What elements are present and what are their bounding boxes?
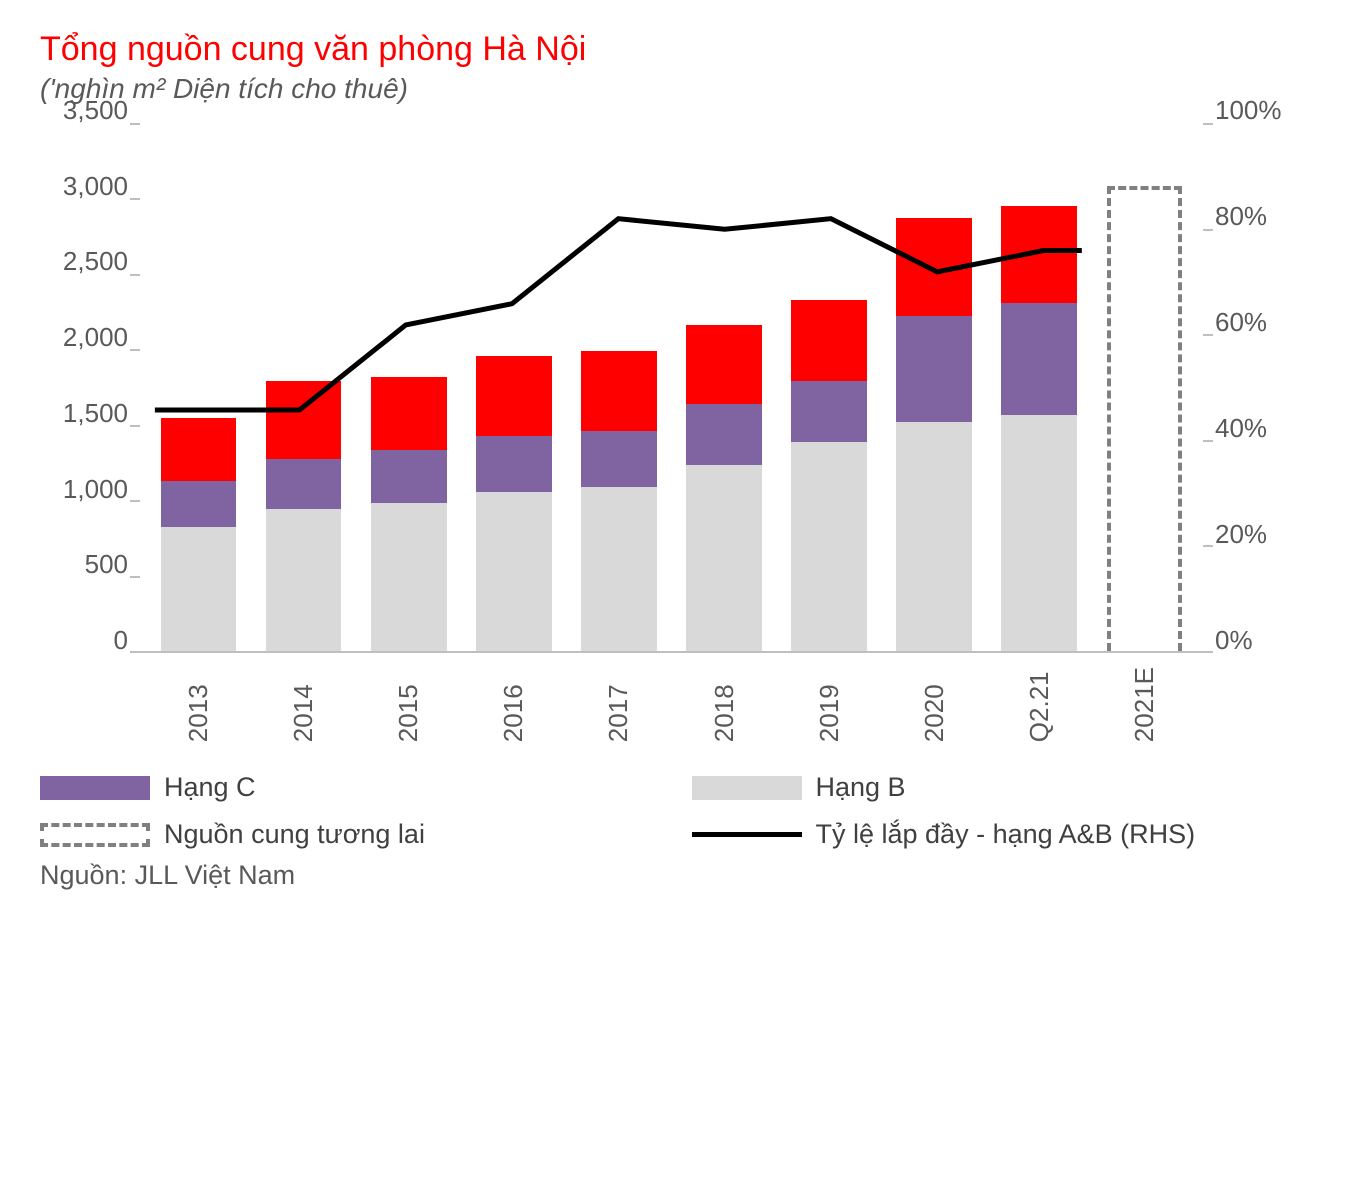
bar-segment-hang_b [896,422,972,651]
bar-segment-hang_a [1001,206,1077,303]
x-axis-label: 2013 [183,667,214,742]
bar-stack [686,325,762,651]
legend-swatch [40,823,150,847]
bar-slot [987,123,1092,651]
bar-segment-hang_c [581,431,657,487]
legend-label: Tỷ lệ lắp đầy - hạng A&B (RHS) [816,819,1196,850]
bar-segment-hang_c [476,436,552,492]
tickmarks-right [1203,123,1213,651]
bar-slot [461,123,566,651]
x-axis: 2013 2014 2015 2016 2017 2018 2019 2020 Q2.21 202… [140,667,1203,742]
x-axis-label: 2014 [288,667,319,742]
bar-segment-hang_b [266,509,342,651]
chart-subtitle: ('nghìn m² Diện tích cho thuê) [40,73,1313,105]
bar-segment-hang_a [581,351,657,431]
bar-segment-hang_a [686,325,762,404]
future-supply-bar [1107,186,1183,651]
bar-stack [791,300,867,651]
supply-chart: Tổng nguồn cung văn phòng Hà Nội ('nghìn… [40,30,1313,891]
bar-stack [476,356,552,651]
bar-segment-hang_a [791,300,867,382]
bar-slot [566,123,671,651]
bar-segment-hang_a [476,356,552,436]
bar-segment-hang_a [896,218,972,316]
x-axis-label: 2021E [1129,667,1160,742]
legend-swatch [40,776,150,800]
bar-segment-hang_c [896,316,972,422]
bar-segment-hang_c [1001,303,1077,415]
x-axis-label: 2016 [498,667,529,742]
bar-segment-hang_b [791,442,867,651]
legend: Hạng C Hạng B Nguồn cung tương lai Tỷ lệ lắ… [40,772,1313,850]
tickmarks-left [130,123,140,651]
bar-segment-hang_b [371,503,447,651]
bar-segment-hang_c [686,404,762,465]
bar-segment-hang_b [581,487,657,651]
legend-label: Hạng B [816,772,906,803]
bar-stack [161,418,237,651]
bar-segment-hang_a [371,377,447,450]
legend-swatch [692,832,802,837]
bar-segment-hang_c [371,450,447,503]
legend-item-future: Nguồn cung tương lai [40,819,662,850]
legend-item-hang_c: Hạng C [40,772,662,803]
bar-slot [882,123,987,651]
bar-slot [671,123,776,651]
x-axis-row: 2013 2014 2015 2016 2017 2018 2019 2020 Q2.21 202… [40,653,1313,742]
bar-segment-hang_b [161,527,237,651]
y-axis-left: 3,5003,0002,5002,0001,5001,0005000 [40,123,140,653]
bar-stack [581,351,657,651]
bar-segment-hang_a [266,381,342,458]
bar-slot [777,123,882,651]
bar-segment-hang_c [161,481,237,526]
chart-title: Tổng nguồn cung văn phòng Hà Nội [40,30,1313,69]
x-axis-label: 2018 [709,667,740,742]
legend-label: Nguồn cung tương lai [164,819,425,850]
source-note: Nguồn: JLL Việt Nam [40,860,1313,891]
bar-segment-hang_c [266,459,342,509]
bar-segment-hang_b [686,465,762,651]
bar-segment-hang_c [791,381,867,442]
legend-label: Hạng C [164,772,256,803]
x-axis-label: 2019 [814,667,845,742]
bar-slot [146,123,251,651]
bar-segment-hang_b [476,492,552,651]
bar-stack [1001,206,1077,651]
bar-segment-hang_a [161,418,237,482]
x-axis-label: Q2.21 [1024,667,1055,742]
x-axis-label: 2015 [393,667,424,742]
bar-slot [1092,123,1197,651]
bar-stack [896,218,972,651]
y-axis-right: 100%80%60%40%20%0% [1203,123,1313,653]
plot-area [140,123,1203,653]
x-axis-label: 2020 [919,667,950,742]
legend-item-hang_b: Hạng B [692,772,1314,803]
bar-stack [266,381,342,651]
bar-stack [371,377,447,651]
bars-layer [140,123,1203,651]
legend-item-occupancy: Tỷ lệ lắp đầy - hạng A&B (RHS) [692,819,1314,850]
bar-slot [356,123,461,651]
plot-row: 3,5003,0002,5002,0001,5001,0005000 100%8… [40,123,1313,653]
bar-slot [251,123,356,651]
bar-segment-hang_b [1001,415,1077,651]
x-axis-label: 2017 [603,667,634,742]
legend-swatch [692,776,802,800]
